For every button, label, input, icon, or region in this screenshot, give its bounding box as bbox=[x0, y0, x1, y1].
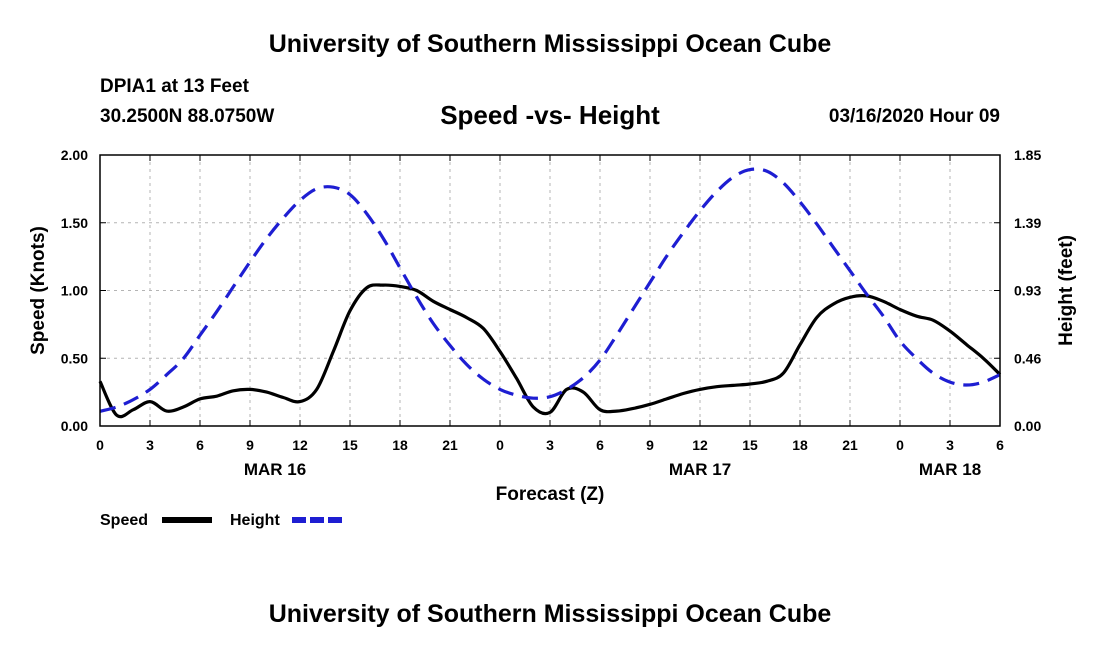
legend: Speed Height bbox=[100, 512, 342, 529]
x-tick-label: 21 bbox=[842, 437, 858, 453]
y-left-tick-label: 1.00 bbox=[61, 283, 88, 299]
x-axis-title: Forecast (Z) bbox=[496, 484, 605, 505]
date-label: MAR 16 bbox=[244, 460, 306, 479]
x-tick-label: 9 bbox=[246, 437, 254, 453]
chart-title: Speed -vs- Height bbox=[440, 100, 660, 130]
grid-lines bbox=[100, 155, 1000, 426]
x-tick-label: 6 bbox=[196, 437, 204, 453]
y-right-tick-label: 0.93 bbox=[1014, 283, 1041, 299]
station-label: DPIA1 at 13 Feet bbox=[100, 76, 249, 97]
x-tick-label: 3 bbox=[946, 437, 954, 453]
x-tick-label: 0 bbox=[96, 437, 104, 453]
x-tick-label: 6 bbox=[596, 437, 604, 453]
x-tick-label: 21 bbox=[442, 437, 458, 453]
x-tick-label: 15 bbox=[742, 437, 758, 453]
legend-label-height: Height bbox=[230, 512, 280, 529]
y-right-tick-label: 0.00 bbox=[1014, 418, 1041, 434]
y-left-tick-label: 0.50 bbox=[61, 350, 88, 366]
footer-title: University of Southern Mississippi Ocean… bbox=[268, 600, 832, 628]
y-right-tick-label: 1.39 bbox=[1014, 215, 1041, 231]
height-series-line bbox=[99, 167, 1001, 413]
x-tick-label: 15 bbox=[342, 437, 358, 453]
date-label: MAR 18 bbox=[919, 460, 981, 479]
speed-series-line bbox=[98, 283, 1002, 419]
y-right-tick-label: 1.85 bbox=[1014, 147, 1041, 163]
date-label: MAR 17 bbox=[669, 460, 731, 479]
y-right-tick-label: 0.46 bbox=[1014, 350, 1041, 366]
y-right-axis-title: Height (feet) bbox=[1056, 235, 1077, 346]
x-tick-label: 18 bbox=[792, 437, 808, 453]
y-left-tick-label: 2.00 bbox=[61, 147, 88, 163]
x-tick-label: 0 bbox=[496, 437, 504, 453]
y-left-tick-label: 1.50 bbox=[61, 215, 88, 231]
series-layer bbox=[98, 167, 1002, 419]
forecast-datetime: 03/16/2020 Hour 09 bbox=[828, 106, 1000, 127]
axis-ticks bbox=[99, 154, 1001, 427]
x-tick-label: 3 bbox=[546, 437, 554, 453]
x-tick-label: 6 bbox=[996, 437, 1004, 453]
x-tick-label: 12 bbox=[692, 437, 708, 453]
page-title: University of Southern Mississippi Ocean… bbox=[268, 30, 832, 58]
x-tick-label: 12 bbox=[292, 437, 308, 453]
x-tick-label: 9 bbox=[646, 437, 654, 453]
x-tick-label: 0 bbox=[896, 437, 904, 453]
y-left-axis-title: Speed (Knots) bbox=[28, 226, 49, 355]
axis-labels: 0 3 6 9 12 15 18 21 0 3 6 9 12 15 18 21 0 3 6 0.00 0.50 1.00 1… bbox=[28, 147, 1077, 505]
coordinates-label: 30.2500N 88.0750W bbox=[100, 106, 275, 127]
legend-label-speed: Speed bbox=[100, 512, 148, 529]
y-left-tick-label: 0.00 bbox=[61, 418, 88, 434]
x-tick-label: 3 bbox=[146, 437, 154, 453]
x-tick-label: 18 bbox=[392, 437, 408, 453]
